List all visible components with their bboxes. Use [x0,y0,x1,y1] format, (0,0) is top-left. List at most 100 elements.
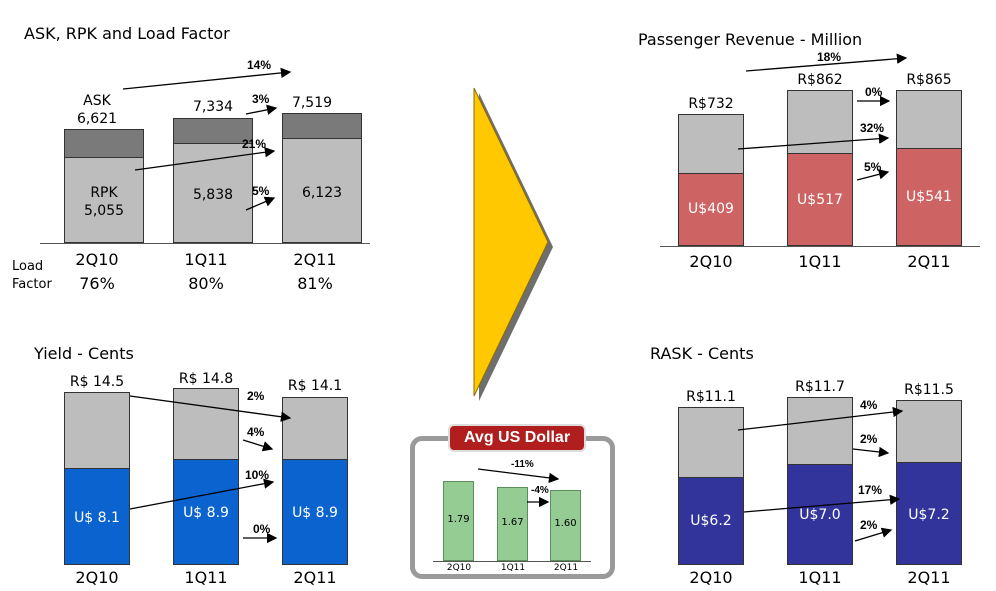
brl-value-2q11: R$11.5 [904,382,954,398]
brl-value-2q11: R$ 14.1 [287,378,343,394]
category-label: 1Q11 [184,568,228,587]
usd-bar-2q10 [443,481,474,561]
usd-bar-2q11 [896,462,962,565]
usd-baseline [433,561,591,562]
category-label: 2Q11 [907,252,951,271]
load-factor-label-2: Factor [12,277,52,292]
change-label: 18% [817,50,842,64]
arrow-yield-brl-total [129,395,292,422]
change-label: 21% [242,137,267,151]
rpk-value-2q10: 5,055 [83,203,125,219]
arrow-yield-brl-q [242,439,274,452]
arrow-rpk-total [134,147,276,171]
usd-bar-2q10 [678,477,744,565]
category-label: 1Q11 [184,250,228,269]
brl-value-2q11: R$865 [906,72,952,88]
category-label: 1Q11 [798,568,842,587]
change-label: 0% [865,85,883,99]
change-label: 14% [247,58,272,72]
change-label: 2% [860,518,878,532]
usd-value-2q11: U$7.2 [908,507,950,523]
usd-bar-1q11 [787,464,853,565]
usd-bar-2q11 [550,490,581,561]
usd-value-1q11: 1.67 [501,517,524,528]
change-label: 2% [860,432,878,446]
chart-title: Passenger Revenue - Million [638,30,863,49]
brl-value-2q10: R$732 [688,96,734,112]
arrow-usd-total [477,468,560,484]
category-label: 2Q10 [446,563,472,573]
change-label: 10% [245,468,270,482]
usd-bar-2q10 [678,173,744,246]
arrow-rev-usd-total [737,133,890,150]
arrow-ask-q [245,104,278,115]
usd-value-2q11: U$541 [906,189,952,205]
load-factor-2q11: 81% [297,274,333,293]
change-label: 0% [253,522,271,536]
usd-value-1q11: U$7.0 [799,507,841,523]
brl-value-2q10: R$ 14.5 [69,374,125,390]
chart-title: RASK - Cents [650,344,754,363]
load-factor-label-1: Load [12,259,44,274]
load-factor-1q11: 80% [188,274,224,293]
arrow-shape [473,87,549,397]
usd-value-1q11: U$ 8.9 [183,505,229,521]
usd-value-2q10: U$409 [688,201,734,217]
category-label: 2Q11 [293,250,337,269]
usd-value-2q10: 1.79 [447,514,470,525]
usd-bar-2q10 [64,468,130,565]
chart-title: ASK, RPK and Load Factor [24,24,230,43]
brl-value-1q11: R$11.7 [795,379,845,395]
brl-value-1q11: R$862 [797,72,843,88]
arrow-rev-brl-total [745,53,908,72]
category-label: 2Q10 [689,252,733,271]
arrow-rask-brl-total [737,406,904,431]
load-factor-2q10: 76% [79,274,115,293]
baseline [40,243,370,244]
change-label: 4% [247,425,265,439]
category-label: 1Q11 [500,563,526,573]
ask-value-1q11: 7,334 [192,99,234,115]
usd-value-2q10: U$ 8.1 [74,510,120,526]
usd-value-2q10: U$6.2 [690,513,732,529]
usd-value-2q11: 1.60 [554,518,577,529]
category-label: 2Q11 [293,568,337,587]
ask-label: ASK [83,93,111,109]
usd-bar-1q11 [497,487,528,561]
arrow-rev-usd-q [856,169,890,181]
usd-value-1q11: U$517 [797,192,843,208]
arrow-yield-usd-total [129,478,275,510]
usd-bar-2q11 [282,459,348,565]
arrow-rask-usd-total [743,494,901,513]
rpk-bar-2q11 [282,138,362,243]
ask-value-2q11: 7,519 [291,95,333,111]
arrow-rask-usd-q [854,527,893,542]
chart-title: Yield - Cents [34,344,134,363]
category-label: 2Q10 [75,250,119,269]
rpk-value-1q11: 5,838 [192,187,234,203]
brl-value-1q11: R$ 14.8 [178,371,234,387]
ask-value-2q10: 6,621 [76,111,118,127]
usd-bar-1q11 [173,459,239,565]
change-label: 4% [860,398,878,412]
usd-title-badge: Avg US Dollar [448,424,586,452]
category-label: 2Q10 [75,568,119,587]
usd-bar-2q11 [896,148,962,246]
rpk-bar-2q10 [64,157,144,243]
change-label: -4% [531,485,549,496]
category-label: 1Q11 [798,252,842,271]
category-label: 2Q10 [689,568,733,587]
change-label: 3% [252,92,270,106]
arrow-rask-brl-q [852,446,890,458]
rpk-label: RPK [90,185,118,201]
change-label: 32% [860,121,885,135]
rpk-value-2q11: 6,123 [301,185,343,201]
baseline [660,246,980,247]
category-label: 2Q11 [553,563,579,573]
change-label: 17% [858,483,883,497]
usd-bar-1q11 [787,153,853,246]
change-label: 2% [247,389,265,403]
change-label: -11% [511,459,534,470]
